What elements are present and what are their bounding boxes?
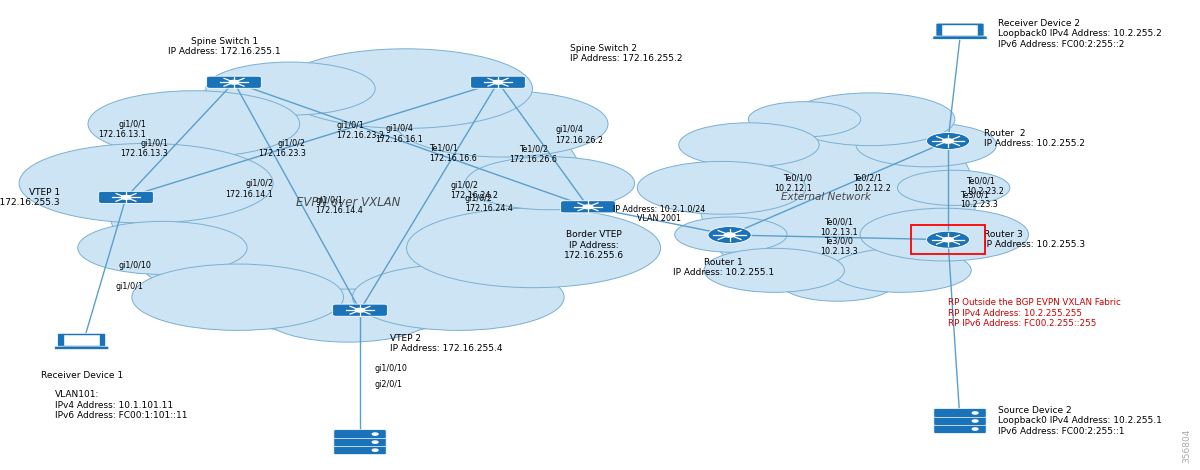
Circle shape bbox=[725, 233, 734, 237]
FancyBboxPatch shape bbox=[98, 191, 154, 204]
Ellipse shape bbox=[88, 91, 300, 157]
FancyBboxPatch shape bbox=[470, 76, 526, 88]
Ellipse shape bbox=[108, 63, 588, 336]
Circle shape bbox=[943, 238, 953, 242]
FancyBboxPatch shape bbox=[64, 336, 100, 346]
Text: VTEP 1
IP Address: 172.16.255.3: VTEP 1 IP Address: 172.16.255.3 bbox=[0, 188, 60, 207]
Circle shape bbox=[972, 420, 978, 422]
Text: Te0/0/1
10.2.13.1: Te0/0/1 10.2.13.1 bbox=[820, 217, 858, 237]
Text: Source Device 2
Loopback0 IPv4 Address: 10.2.255.1
IPv6 Address: FC00:2:255::1: Source Device 2 Loopback0 IPv4 Address: … bbox=[998, 406, 1163, 436]
Circle shape bbox=[372, 449, 378, 451]
Circle shape bbox=[355, 308, 365, 312]
Circle shape bbox=[926, 133, 970, 149]
Text: EVPN over VXLAN: EVPN over VXLAN bbox=[296, 196, 400, 209]
Text: gi1/0/1: gi1/0/1 bbox=[115, 282, 144, 291]
Circle shape bbox=[121, 196, 131, 199]
Text: gi2/0/1: gi2/0/1 bbox=[374, 380, 402, 389]
Circle shape bbox=[372, 441, 378, 443]
FancyBboxPatch shape bbox=[206, 76, 262, 88]
Circle shape bbox=[229, 80, 239, 84]
Circle shape bbox=[972, 428, 978, 430]
Text: gi1/0/10: gi1/0/10 bbox=[374, 364, 407, 374]
Text: gi1/0/2
172.16.24.2: gi1/0/2 172.16.24.2 bbox=[451, 181, 499, 200]
Circle shape bbox=[493, 80, 503, 84]
Text: gi1/0/1
172.16.13.3: gi1/0/1 172.16.13.3 bbox=[120, 139, 168, 158]
Ellipse shape bbox=[860, 208, 1028, 261]
Circle shape bbox=[708, 227, 751, 243]
Text: Receiver Device 1: Receiver Device 1 bbox=[41, 371, 122, 380]
FancyBboxPatch shape bbox=[934, 416, 986, 425]
Ellipse shape bbox=[206, 62, 376, 115]
Circle shape bbox=[583, 205, 593, 209]
Ellipse shape bbox=[132, 264, 343, 330]
Ellipse shape bbox=[407, 208, 660, 288]
FancyBboxPatch shape bbox=[560, 201, 616, 213]
Ellipse shape bbox=[353, 264, 564, 330]
Text: Te1/0/2
172.16.26.6: Te1/0/2 172.16.26.6 bbox=[510, 144, 557, 164]
Ellipse shape bbox=[781, 266, 894, 301]
FancyBboxPatch shape bbox=[934, 408, 986, 417]
Ellipse shape bbox=[466, 157, 635, 210]
Ellipse shape bbox=[704, 248, 845, 292]
Text: gi1/0/2
172.16.24.4: gi1/0/2 172.16.24.4 bbox=[464, 194, 512, 213]
Ellipse shape bbox=[674, 217, 787, 252]
Text: Te1/0/1
172.16.16.6: Te1/0/1 172.16.16.6 bbox=[430, 143, 476, 163]
Text: VLAN 2001: VLAN 2001 bbox=[637, 213, 680, 223]
Text: RP Outside the BGP EVPN VXLAN Fabric
RP IPv4 Address: 10.2.255.255
RP IPv6 Addre: RP Outside the BGP EVPN VXLAN Fabric RP … bbox=[948, 298, 1121, 328]
Text: Receiver Device 2
Loopback0 IPv4 Address: 10.2.255.2
IPv6 Address: FC00:2:255::2: Receiver Device 2 Loopback0 IPv4 Address… bbox=[998, 19, 1162, 49]
Text: Spine Switch 2
IP Address: 172.16.255.2: Spine Switch 2 IP Address: 172.16.255.2 bbox=[570, 44, 683, 63]
Text: IP Address: 10.2.1.0/24: IP Address: 10.2.1.0/24 bbox=[613, 204, 704, 214]
Ellipse shape bbox=[637, 161, 805, 214]
FancyBboxPatch shape bbox=[942, 25, 978, 36]
Text: gi1/0/4
172.16.16.1: gi1/0/4 172.16.16.1 bbox=[376, 125, 422, 144]
Text: gi1/0/1
172.16.13.1: gi1/0/1 172.16.13.1 bbox=[98, 120, 146, 139]
Text: VLAN101:
IPv4 Address: 10.1.101.11
IPv6 Address: FC00:1:101::11: VLAN101: IPv4 Address: 10.1.101.11 IPv6 … bbox=[55, 390, 187, 420]
Text: gi1/0/10: gi1/0/10 bbox=[118, 261, 151, 270]
Text: Te0/0/1
10.2.23.2: Te0/0/1 10.2.23.2 bbox=[966, 177, 1004, 196]
Text: gi1/0/2
172.16.23.3: gi1/0/2 172.16.23.3 bbox=[258, 139, 306, 158]
Circle shape bbox=[372, 433, 378, 435]
FancyBboxPatch shape bbox=[334, 438, 386, 446]
Text: External Network: External Network bbox=[781, 192, 870, 203]
Text: gi1/0/4
172.16.26.2: gi1/0/4 172.16.26.2 bbox=[554, 125, 604, 145]
Ellipse shape bbox=[19, 143, 274, 223]
Text: Router 3
IP Address: 10.2.255.3: Router 3 IP Address: 10.2.255.3 bbox=[984, 230, 1085, 250]
Text: Spine Switch 1
IP Address: 172.16.255.1: Spine Switch 1 IP Address: 172.16.255.1 bbox=[168, 37, 281, 56]
FancyBboxPatch shape bbox=[936, 23, 984, 38]
FancyBboxPatch shape bbox=[54, 346, 109, 350]
Text: VTEP 2
IP Address: 172.16.255.4: VTEP 2 IP Address: 172.16.255.4 bbox=[390, 334, 503, 353]
Ellipse shape bbox=[786, 93, 955, 146]
Ellipse shape bbox=[679, 123, 820, 167]
Ellipse shape bbox=[830, 248, 971, 292]
FancyBboxPatch shape bbox=[334, 430, 386, 439]
Text: Router  2
IP Address: 10.2.255.2: Router 2 IP Address: 10.2.255.2 bbox=[984, 129, 1085, 149]
Ellipse shape bbox=[749, 102, 860, 137]
FancyBboxPatch shape bbox=[934, 424, 986, 433]
Ellipse shape bbox=[700, 101, 976, 298]
Text: Te3/0/0
10.2.13.3: Te3/0/0 10.2.13.3 bbox=[820, 236, 858, 256]
Ellipse shape bbox=[856, 123, 996, 167]
Circle shape bbox=[943, 139, 953, 143]
Ellipse shape bbox=[898, 170, 1010, 205]
FancyBboxPatch shape bbox=[332, 304, 388, 316]
Text: Te0/1/0
10.2.12.1: Te0/1/0 10.2.12.1 bbox=[775, 173, 812, 193]
Text: Te0/2/1
10.2.12.2: Te0/2/1 10.2.12.2 bbox=[853, 173, 892, 193]
Ellipse shape bbox=[78, 221, 247, 274]
Text: gi1/0/1
172.16.23.2: gi1/0/1 172.16.23.2 bbox=[336, 121, 384, 140]
FancyBboxPatch shape bbox=[932, 36, 988, 39]
FancyBboxPatch shape bbox=[58, 333, 106, 348]
Circle shape bbox=[972, 412, 978, 414]
Bar bbox=[911, 225, 985, 254]
Text: Router 1
IP Address: 10.2.255.1: Router 1 IP Address: 10.2.255.1 bbox=[673, 258, 774, 277]
Circle shape bbox=[926, 231, 970, 248]
Text: Border VTEP
IP Address:
172.16.255.6: Border VTEP IP Address: 172.16.255.6 bbox=[564, 230, 624, 260]
Text: Te3/0/1
10.2.23.3: Te3/0/1 10.2.23.3 bbox=[960, 190, 997, 210]
Ellipse shape bbox=[396, 91, 608, 157]
Text: gi1/0/1
172.16.14.4: gi1/0/1 172.16.14.4 bbox=[314, 196, 362, 215]
Text: gi1/0/2
172.16.14.1: gi1/0/2 172.16.14.1 bbox=[226, 180, 274, 199]
FancyBboxPatch shape bbox=[334, 446, 386, 454]
Ellipse shape bbox=[263, 289, 433, 342]
Text: 356804: 356804 bbox=[1183, 429, 1192, 463]
Ellipse shape bbox=[278, 49, 533, 128]
